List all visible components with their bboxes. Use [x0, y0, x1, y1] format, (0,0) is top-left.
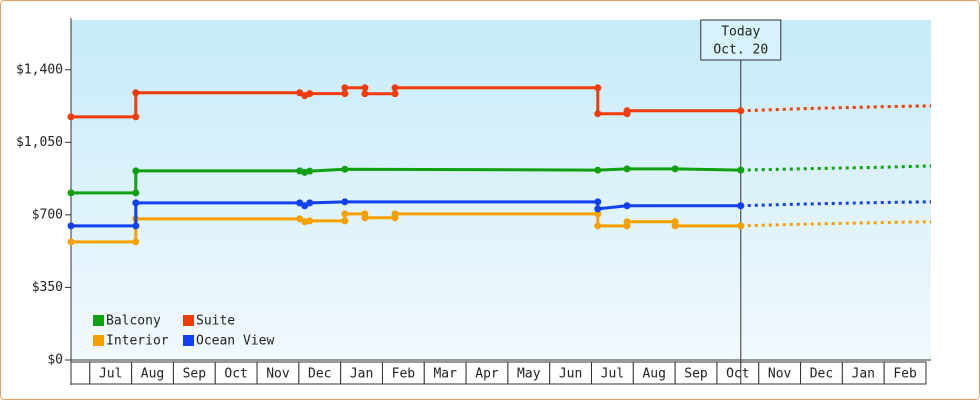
- point: [306, 167, 314, 175]
- plot-area: [71, 20, 931, 360]
- point: [132, 238, 140, 246]
- x-tick-label: Oct: [726, 367, 749, 382]
- legend-label: Interior: [106, 334, 169, 349]
- point: [594, 222, 602, 230]
- x-tick-label: Sep: [183, 367, 207, 382]
- x-tick-label: Dec: [308, 367, 331, 382]
- legend-swatch: [183, 335, 194, 346]
- point: [594, 110, 602, 118]
- today-label: Today: [721, 25, 760, 40]
- legend-swatch: [183, 315, 194, 326]
- point: [671, 222, 679, 230]
- point: [623, 202, 631, 210]
- legend-label: Balcony: [106, 314, 161, 329]
- y-tick-label: $350: [32, 280, 63, 295]
- x-tick-label: May: [517, 367, 541, 382]
- y-tick-label: $1,400: [16, 62, 63, 77]
- point: [361, 90, 369, 98]
- y-tick-label: $0: [47, 353, 63, 368]
- point: [737, 107, 745, 115]
- point: [132, 189, 140, 197]
- x-tick-label: Dec: [810, 367, 833, 382]
- point: [306, 199, 314, 207]
- x-tick-label: Jan: [350, 367, 373, 382]
- x-tick-label: Nov: [768, 367, 792, 382]
- x-box: [70, 361, 91, 385]
- point: [341, 198, 349, 206]
- point: [594, 166, 602, 174]
- point: [594, 198, 602, 206]
- y-tick-label: $1,050: [16, 135, 63, 150]
- x-tick-label: Mar: [433, 367, 457, 382]
- point: [341, 210, 349, 218]
- point: [671, 165, 679, 173]
- point: [132, 199, 140, 207]
- y-tick-label: $700: [32, 207, 63, 222]
- point: [623, 107, 631, 115]
- point: [594, 205, 602, 213]
- point: [737, 202, 745, 210]
- point: [132, 113, 140, 121]
- x-tick-label: Jul: [99, 367, 122, 382]
- x-tick-label: Sep: [684, 367, 708, 382]
- point: [391, 84, 399, 92]
- x-tick-label: Nov: [266, 367, 290, 382]
- point: [391, 210, 399, 218]
- legend-swatch: [93, 335, 104, 346]
- point: [306, 90, 314, 98]
- point: [341, 90, 349, 98]
- point: [67, 189, 75, 197]
- legend-label: Ocean View: [196, 334, 274, 349]
- point: [132, 222, 140, 230]
- point: [341, 165, 349, 173]
- x-tick-label: Aug: [141, 367, 164, 382]
- point: [67, 222, 75, 230]
- forecast-line: [740, 104, 932, 113]
- forecast-line: [740, 164, 932, 172]
- forecast-line: [740, 200, 932, 208]
- point: [132, 89, 140, 97]
- point: [341, 84, 349, 92]
- forecast-line: [740, 220, 932, 228]
- x-tick-label: Feb: [392, 367, 416, 382]
- x-tick-label: Jun: [559, 367, 582, 382]
- point: [67, 113, 75, 121]
- today-label: Oct. 20: [713, 43, 768, 58]
- x-tick-label: Apr: [475, 367, 499, 382]
- point: [623, 165, 631, 173]
- point: [361, 84, 369, 92]
- x-tick-label: Feb: [893, 367, 917, 382]
- point: [391, 90, 399, 98]
- point: [306, 217, 314, 225]
- legend-label: Suite: [196, 314, 235, 329]
- point: [132, 167, 140, 175]
- legend-swatch: [93, 315, 104, 326]
- point: [67, 238, 75, 246]
- point: [623, 218, 631, 226]
- x-tick-label: Oct: [224, 367, 247, 382]
- point: [737, 166, 745, 174]
- point: [341, 217, 349, 225]
- point: [361, 214, 369, 222]
- point: [594, 84, 602, 92]
- x-tick-label: Jan: [852, 367, 875, 382]
- point: [594, 210, 602, 218]
- x-tick-label: Aug: [642, 367, 665, 382]
- x-tick-label: Jul: [601, 367, 624, 382]
- point: [737, 222, 745, 230]
- x-box: [883, 361, 927, 385]
- today-box: [700, 19, 782, 61]
